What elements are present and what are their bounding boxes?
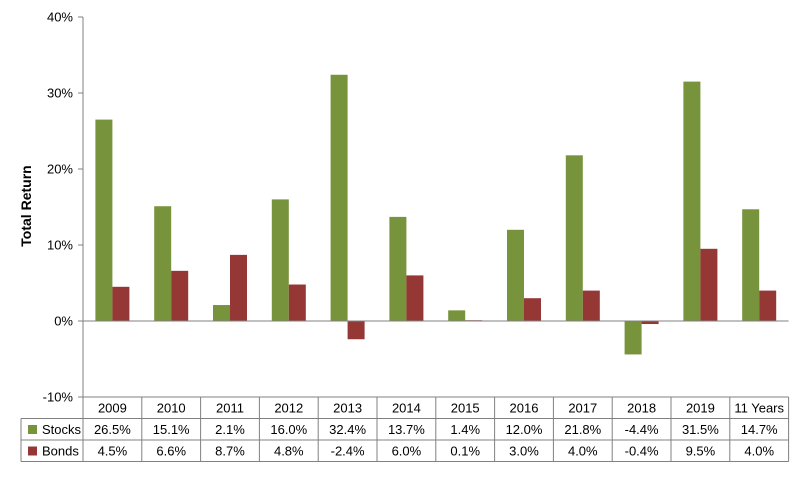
stocks-bar xyxy=(448,310,466,321)
bonds-bar xyxy=(759,290,777,321)
stocks-bar xyxy=(624,321,642,355)
bonds-bar xyxy=(524,298,541,321)
category-label: 2015 xyxy=(451,401,480,416)
bonds-bar xyxy=(582,290,600,321)
bonds-legend-swatch xyxy=(28,446,37,456)
bonds-bar xyxy=(230,254,247,321)
y-tick-label: 40% xyxy=(47,10,73,25)
bonds-bar xyxy=(347,321,365,340)
category-label: 2017 xyxy=(568,401,597,416)
data-label: 4.5% xyxy=(98,444,128,459)
stocks-legend-label: Stocks xyxy=(42,422,82,437)
bars-group xyxy=(95,74,777,355)
category-label: 2009 xyxy=(98,401,127,416)
stocks-legend-swatch xyxy=(28,425,37,434)
bonds-bar xyxy=(288,284,306,321)
bonds-bar xyxy=(406,275,424,321)
stocks-bar xyxy=(330,74,348,321)
y-axis: -10% 0% 10% 20% 30% 40% xyxy=(43,10,84,405)
data-label: 4.8% xyxy=(274,444,304,459)
category-label: 2011 xyxy=(216,401,244,416)
bonds-bar xyxy=(700,248,718,321)
y-tick-label: 10% xyxy=(47,238,73,253)
data-label: -2.4% xyxy=(331,444,365,459)
data-label: 15.1% xyxy=(153,422,190,437)
y-tick-label: -10% xyxy=(43,390,74,405)
data-label: 14.7% xyxy=(741,422,778,437)
data-label: 0.1% xyxy=(450,444,480,459)
y-axis-title: Total Return xyxy=(18,165,34,246)
category-label: 2012 xyxy=(274,401,303,416)
category-label: 2013 xyxy=(333,401,362,416)
data-label: 16.0% xyxy=(270,422,307,437)
data-label: 26.5% xyxy=(94,422,131,437)
category-label: 2018 xyxy=(627,401,656,416)
stocks-bar xyxy=(683,81,701,321)
stocks-bar xyxy=(213,305,230,321)
bonds-legend-label: Bonds xyxy=(42,444,79,459)
category-label: 2019 xyxy=(686,401,715,416)
data-label: 6.6% xyxy=(156,444,186,459)
data-label: 1.4% xyxy=(450,422,480,437)
stocks-bar xyxy=(565,155,583,321)
y-tick-label: 20% xyxy=(47,162,73,177)
bonds-bar xyxy=(171,270,189,321)
data-label: 21.8% xyxy=(564,422,601,437)
category-label: 2010 xyxy=(157,401,186,416)
stocks-bar xyxy=(742,209,760,321)
data-label: 13.7% xyxy=(388,422,425,437)
data-label: 6.0% xyxy=(392,444,422,459)
data-label: 31.5% xyxy=(682,422,719,437)
bonds-bar xyxy=(641,321,659,325)
data-label: -0.4% xyxy=(625,444,659,459)
y-tick-label: 0% xyxy=(54,314,73,329)
category-label: 11 Years xyxy=(734,401,784,416)
y-tick-label: 30% xyxy=(47,86,73,101)
data-label: 12.0% xyxy=(506,422,543,437)
data-label: -4.4% xyxy=(625,422,659,437)
data-label: 32.4% xyxy=(329,422,366,437)
stocks-bar xyxy=(154,206,172,321)
data-label: 8.7% xyxy=(215,444,245,459)
data-table: 2009 2010 2011 2012 2013 2014 2015 2016 2017 2018… xyxy=(20,396,790,462)
category-label: 2016 xyxy=(510,401,539,416)
stocks-bar xyxy=(389,216,407,321)
category-label: 2014 xyxy=(392,401,421,416)
bonds-bar xyxy=(112,286,130,321)
data-label: 4.0% xyxy=(744,444,774,459)
stocks-bar xyxy=(271,199,289,321)
data-label: 3.0% xyxy=(509,444,539,459)
data-label: 9.5% xyxy=(686,444,716,459)
stocks-bar xyxy=(95,119,113,321)
stocks-bar xyxy=(507,229,524,321)
data-label: 2.1% xyxy=(215,422,245,437)
data-label: 4.0% xyxy=(568,444,598,459)
